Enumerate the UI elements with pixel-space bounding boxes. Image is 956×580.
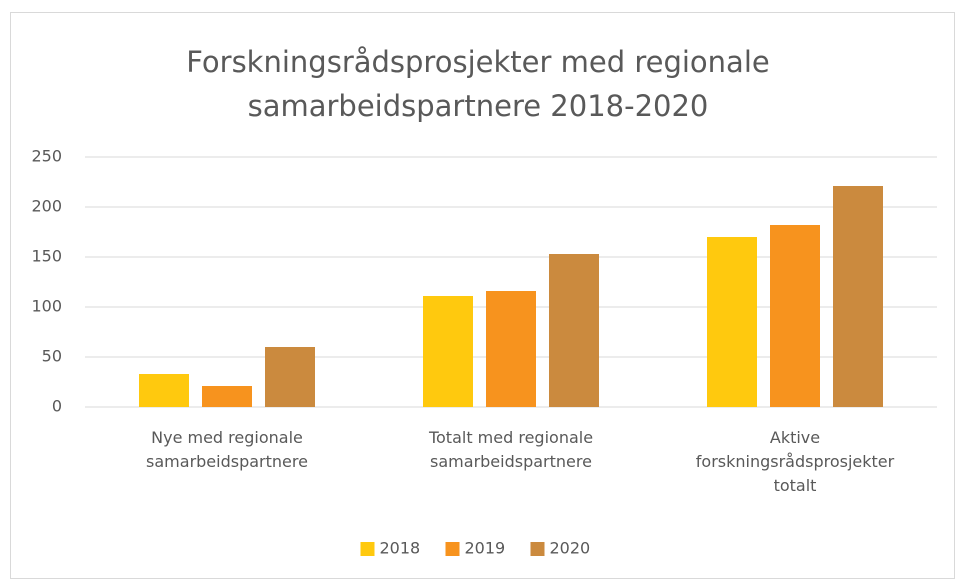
x-tick-label: Nye med regionale samarbeidspartnere bbox=[146, 428, 308, 471]
y-tick-label: 250 bbox=[31, 147, 62, 166]
y-tick-label: 100 bbox=[31, 297, 62, 316]
y-tick-label: 50 bbox=[42, 347, 62, 366]
x-tick-label: Totalt med regionale samarbeidspartnere bbox=[428, 428, 594, 471]
bar bbox=[549, 254, 599, 407]
legend-label: 2020 bbox=[550, 539, 591, 558]
chart-frame bbox=[10, 12, 955, 579]
bar bbox=[486, 291, 536, 407]
bar bbox=[423, 296, 473, 407]
bar bbox=[833, 186, 883, 407]
bar bbox=[265, 347, 315, 407]
legend-swatch bbox=[360, 542, 375, 556]
bar bbox=[770, 225, 820, 407]
legend-swatch bbox=[530, 542, 545, 556]
bar bbox=[139, 374, 189, 407]
y-tick-label: 150 bbox=[31, 247, 62, 266]
legend-swatch bbox=[445, 542, 460, 556]
bar bbox=[707, 237, 757, 407]
bar bbox=[202, 386, 252, 407]
legend-label: 2019 bbox=[465, 539, 506, 558]
legend-label: 2018 bbox=[380, 539, 421, 558]
y-tick-label: 0 bbox=[52, 397, 62, 416]
y-tick-label: 200 bbox=[31, 197, 62, 216]
x-tick-label: Aktive forskningsrådsprosjekter totalt bbox=[695, 428, 895, 495]
chart-title: Forskningsrådsprosjekter med regionale s… bbox=[186, 45, 770, 123]
